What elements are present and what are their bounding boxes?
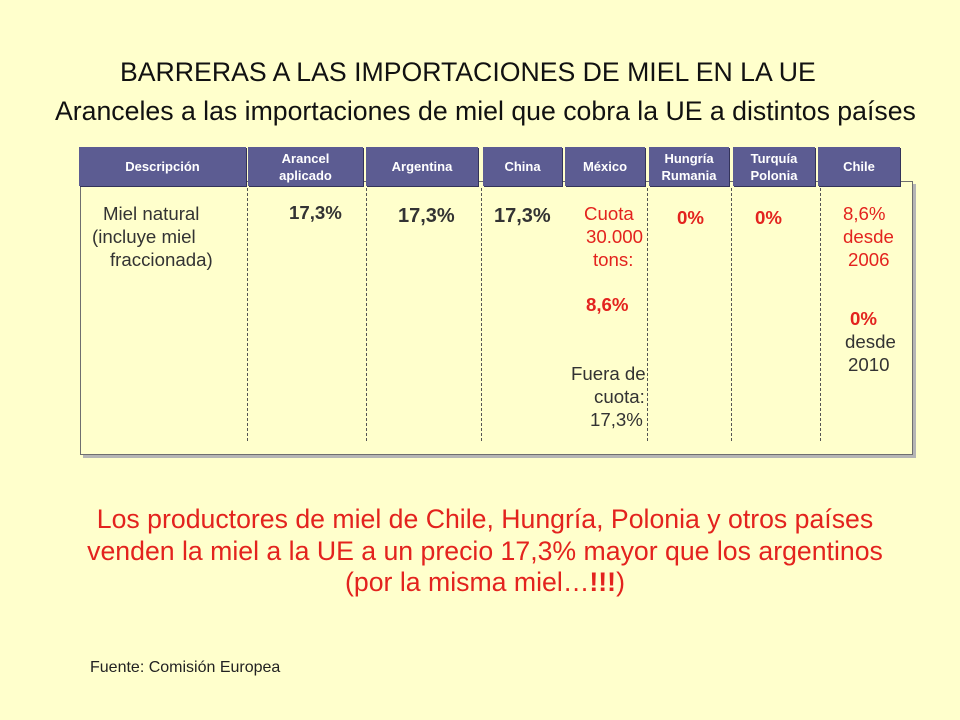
mexico-out-of-quota-line: 17,3%: [590, 409, 643, 430]
turquia-polonia-value: 0%: [755, 207, 782, 228]
header-label: Chile: [843, 159, 875, 174]
slide-title: BARRERAS A LAS IMPORTACIONES DE MIEL EN …: [120, 57, 816, 87]
column-divider: [731, 188, 732, 441]
header-arancel-aplicado: Arancel aplicado: [248, 147, 363, 186]
mexico-out-of-quota-line: cuota:: [594, 386, 645, 407]
conclusion-line: (por la misma miel…!!!): [10, 567, 960, 599]
header-label: Arancel: [281, 150, 330, 166]
mexico-quota-line: tons:: [593, 249, 634, 270]
mexico-quota-rate: 8,6%: [586, 294, 629, 315]
header-hungria-rumania: Hungría Rumania: [649, 147, 729, 186]
mexico-quota-line: Cuota: [584, 203, 634, 224]
slide-subtitle: Aranceles a las importaciones de miel qu…: [55, 96, 916, 126]
conclusion-emphasis: !!!: [589, 567, 617, 597]
conclusion-line: venden la miel a la UE a un precio 17,3%…: [87, 535, 883, 566]
description-line: (incluye miel: [92, 226, 196, 247]
china-value: 17,3%: [494, 205, 551, 227]
mexico-quota-line: 30.000: [586, 226, 644, 247]
header-label: Argentina: [391, 159, 453, 174]
header-mexico: México: [565, 147, 645, 186]
column-divider: [481, 188, 482, 441]
column-divider: [820, 188, 821, 441]
conclusion-text: Los productores de miel de Chile, Hungrí…: [0, 504, 960, 599]
chile-2010-line: 2010: [848, 354, 890, 375]
header-turquia-polonia: Turquía Polonia: [733, 147, 815, 186]
header-label: Hungría: [664, 150, 714, 166]
header-china: China: [483, 147, 562, 186]
chile-2006-line: desde: [843, 226, 894, 247]
column-divider: [366, 188, 367, 441]
chile-2006-line: 2006: [848, 249, 890, 270]
mexico-out-of-quota-line: Fuera de: [571, 363, 646, 384]
source-note: Fuente: Comisión Europea: [90, 659, 281, 676]
header-argentina: Argentina: [366, 147, 478, 186]
header-label: Polonia: [750, 167, 798, 183]
header-label: aplicado: [279, 167, 332, 183]
header-label: México: [582, 159, 628, 174]
description-line: Miel natural: [103, 203, 200, 224]
column-divider: [647, 188, 648, 441]
chile-2006-line: 8,6%: [843, 203, 886, 224]
header-chile: Chile: [818, 147, 900, 186]
description-line: fraccionada): [110, 249, 213, 270]
conclusion-line-close: ): [616, 567, 625, 597]
header-descripcion: Descripción: [79, 147, 246, 186]
hungria-rumania-value: 0%: [677, 207, 704, 228]
column-divider: [247, 188, 248, 441]
header-label: Descripción: [125, 159, 200, 174]
header-label: Turquía: [750, 150, 798, 166]
header-label: Rumania: [661, 167, 717, 183]
arancel-aplicado-value: 17,3%: [289, 202, 342, 223]
chile-2010-line: desde: [845, 331, 896, 352]
header-label: China: [504, 159, 541, 174]
conclusion-line: Los productores de miel de Chile, Hungrí…: [96, 504, 874, 534]
chile-2010-rate: 0%: [850, 308, 877, 329]
argentina-value: 17,3%: [398, 205, 455, 227]
conclusion-line-text: (por la misma miel…: [345, 567, 590, 597]
